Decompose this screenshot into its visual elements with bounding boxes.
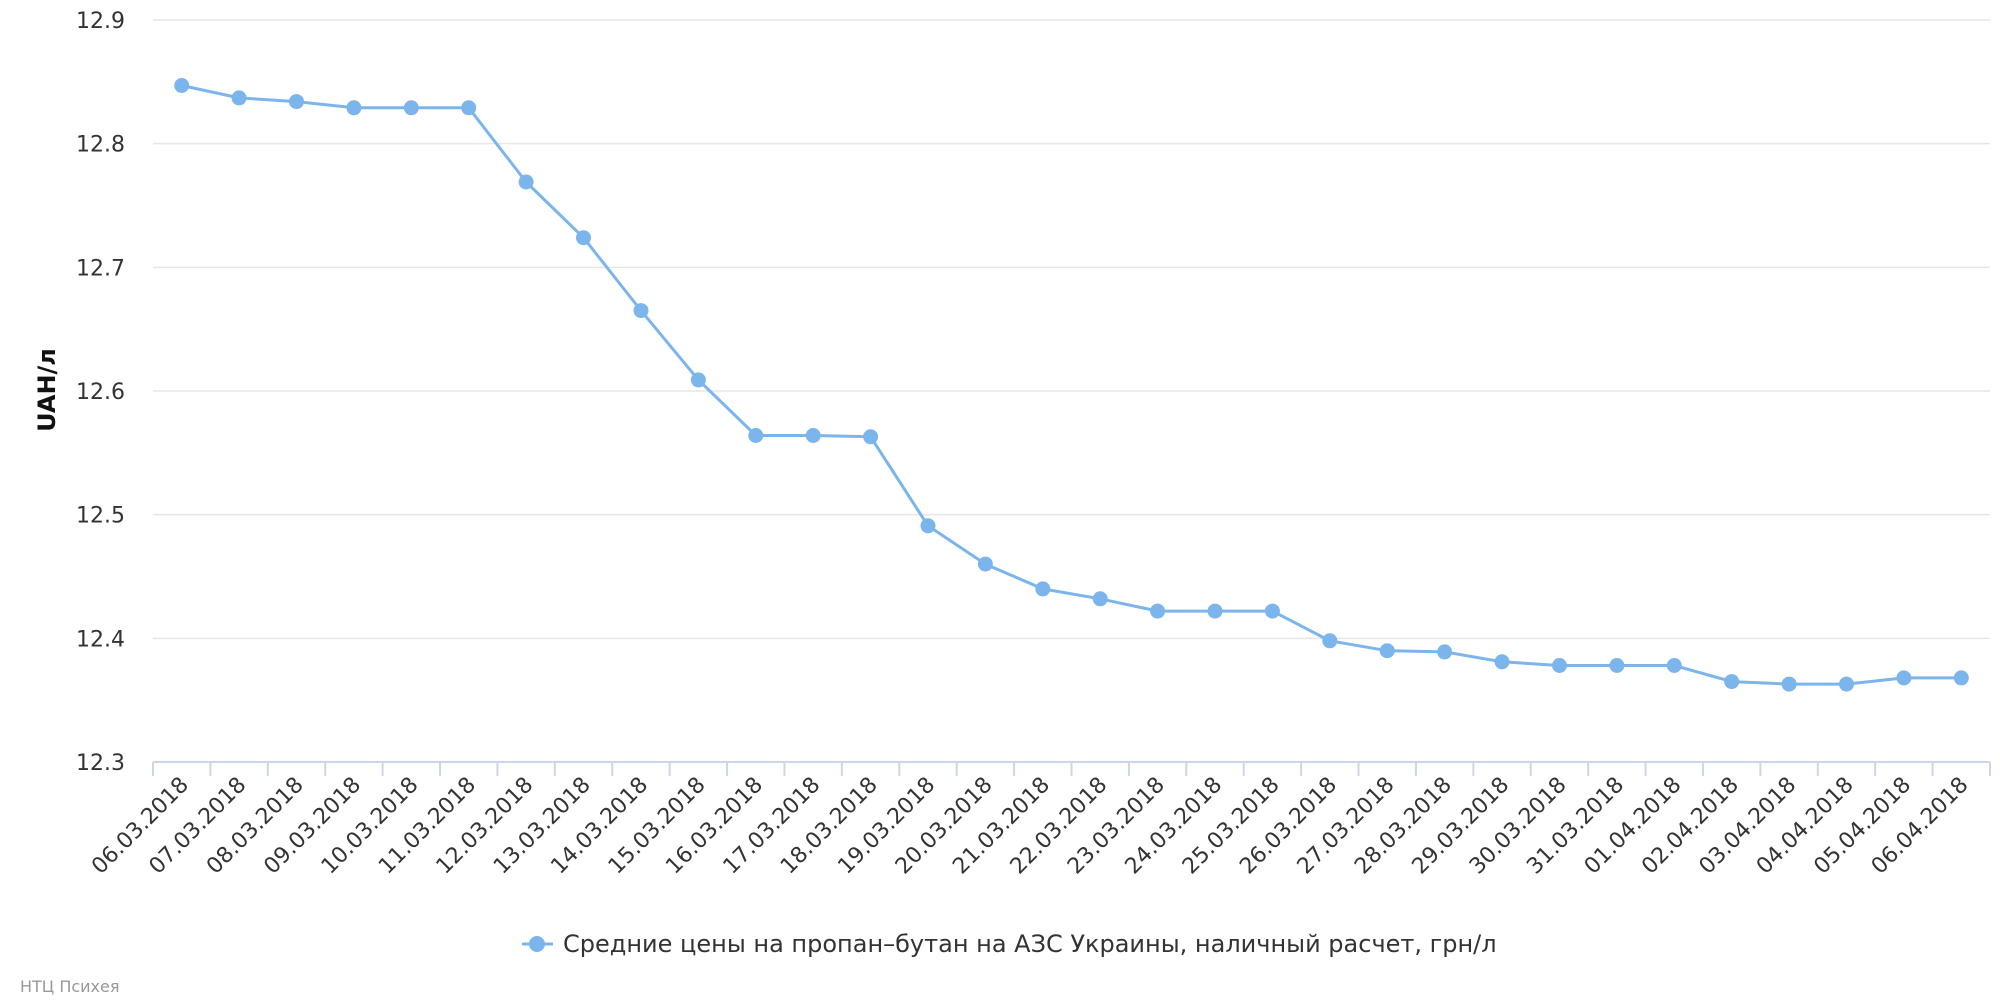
data-point[interactable] <box>1953 670 1969 686</box>
data-point[interactable] <box>1035 581 1051 597</box>
data-point[interactable] <box>977 556 993 572</box>
data-point[interactable] <box>1494 654 1510 670</box>
data-point[interactable] <box>1264 603 1280 619</box>
legend-marker-icon <box>529 936 545 952</box>
data-point[interactable] <box>289 94 304 110</box>
data-point[interactable] <box>1781 676 1797 692</box>
legend-label: Средние цены на пропан–бутан на АЗС Укра… <box>563 930 1497 958</box>
data-point[interactable] <box>346 100 362 116</box>
x-axis <box>152 761 1991 776</box>
y-tick-label: 12.3 <box>76 751 125 776</box>
credits-label[interactable]: НТЦ Психея <box>20 977 119 996</box>
data-point[interactable] <box>576 230 591 246</box>
gridlines <box>153 19 1990 640</box>
data-point[interactable] <box>1552 658 1567 673</box>
data-point[interactable] <box>518 174 534 190</box>
data-point[interactable] <box>1092 591 1108 607</box>
data-point[interactable] <box>1322 633 1338 649</box>
data-point[interactable] <box>1609 658 1625 673</box>
y-tick-label: 12.6 <box>76 380 125 405</box>
series-line[interactable] <box>180 84 1963 686</box>
legend[interactable]: Средние цены на пропан–бутан на АЗС Укра… <box>522 930 1497 958</box>
y-tick-label: 12.7 <box>76 256 125 281</box>
data-point[interactable] <box>1666 658 1682 673</box>
data-point[interactable] <box>1896 670 1912 686</box>
data-point[interactable] <box>1437 644 1453 660</box>
data-point[interactable] <box>231 90 247 106</box>
data-point[interactable] <box>1379 643 1395 659</box>
data-point[interactable] <box>1724 674 1740 690</box>
data-point[interactable] <box>690 372 706 388</box>
data-point[interactable] <box>403 100 419 116</box>
y-tick-label: 12.4 <box>76 627 125 652</box>
data-point[interactable] <box>805 428 821 443</box>
data-point[interactable] <box>748 428 764 443</box>
x-axis-tick-labels: 06.03.201807.03.201808.03.201809.03.2018… <box>87 773 1973 880</box>
y-tick-label: 12.8 <box>76 133 125 158</box>
data-point[interactable] <box>461 100 477 116</box>
y-axis-tick-labels: 12.3 12.4 12.5 12.6 12.7 12.8 12.9 <box>76 9 125 776</box>
data-point[interactable] <box>633 303 649 319</box>
data-point[interactable] <box>863 429 879 445</box>
data-point[interactable] <box>1839 676 1854 692</box>
data-point[interactable] <box>174 78 190 93</box>
data-point[interactable] <box>1150 603 1166 619</box>
data-point[interactable] <box>920 518 936 534</box>
y-tick-label: 12.5 <box>76 504 125 529</box>
series-layer <box>174 78 1969 692</box>
data-point[interactable] <box>1207 603 1223 619</box>
y-axis-title: UAH/л <box>33 348 61 432</box>
y-tick-label: 12.9 <box>76 9 125 34</box>
